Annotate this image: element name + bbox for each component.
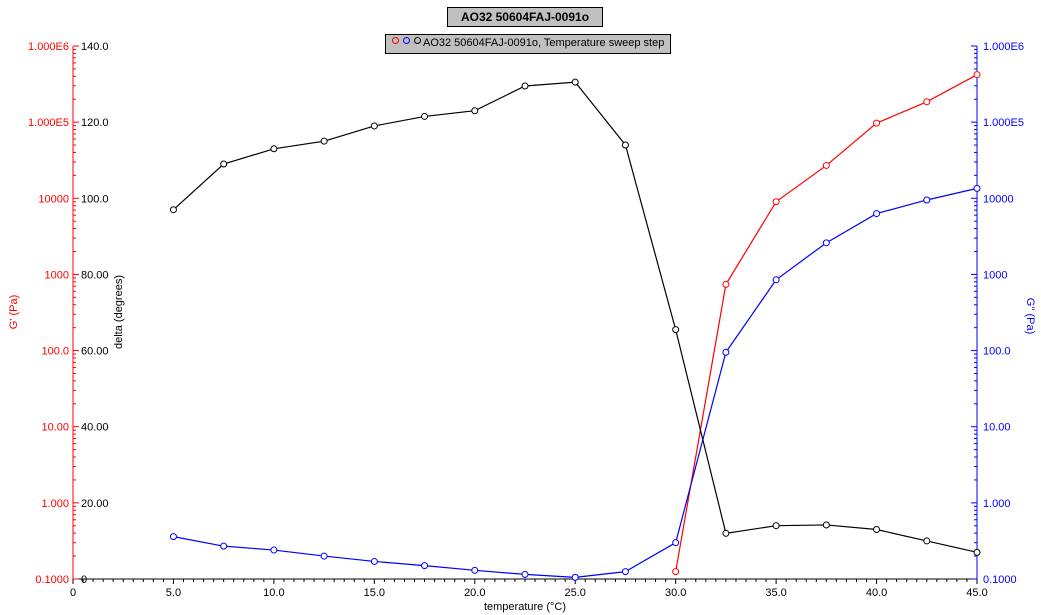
g-prime-tick-label: 10.00 bbox=[41, 422, 69, 434]
delta-point bbox=[320, 137, 328, 145]
g-double-prime-tick-label: 0.1000 bbox=[983, 574, 1017, 586]
g-double-prime-point bbox=[521, 570, 529, 578]
delta-point bbox=[270, 145, 278, 153]
g-double-prime-axis-label: G'' (Pa) bbox=[1024, 298, 1036, 335]
delta-tick-label: 40.00 bbox=[81, 422, 109, 434]
g-double-prime-point bbox=[169, 533, 177, 541]
delta-point bbox=[220, 160, 228, 168]
g-double-prime-tick-label: 1.000E5 bbox=[983, 117, 1024, 129]
g-prime-point bbox=[822, 161, 830, 169]
legend-delta-marker bbox=[414, 37, 421, 44]
x-tick-label: 40.0 bbox=[866, 587, 887, 599]
delta-point bbox=[672, 326, 680, 334]
g-double-prime-tick-label: 100.0 bbox=[983, 346, 1011, 358]
delta-axis: 0 20.00 40.00 60.00 80.00 100.0 120.0 140.0 bbox=[81, 41, 109, 586]
delta-point bbox=[923, 537, 931, 545]
g-double-prime-point bbox=[370, 557, 378, 565]
g-prime-tick-label: 0.1000 bbox=[35, 574, 69, 586]
x-axis: 0 5.0 10.0 15.0 20.0 25.0 30.0 35.0 40.0 45.0 bbox=[70, 579, 988, 599]
g-prime-tick-label: 1.000 bbox=[41, 498, 69, 510]
g-prime-point bbox=[973, 71, 981, 79]
g-double-prime-point bbox=[220, 542, 228, 550]
delta-point bbox=[772, 522, 780, 530]
g-double-prime-point bbox=[923, 196, 931, 204]
delta-point bbox=[421, 112, 429, 120]
series-layer bbox=[169, 71, 981, 581]
x-tick-label: 45.0 bbox=[966, 587, 987, 599]
delta-point bbox=[873, 526, 881, 534]
g-double-prime-point bbox=[571, 573, 579, 581]
delta-point bbox=[521, 82, 529, 90]
g-prime-axis-label: G' (Pa) bbox=[8, 295, 20, 330]
delta-point bbox=[370, 122, 378, 130]
g-prime-point bbox=[672, 568, 680, 576]
g-double-prime-point bbox=[320, 552, 328, 560]
g-prime-line bbox=[675, 74, 978, 572]
chart-title: AO32 50604FAJ-0091o bbox=[447, 7, 603, 27]
x-tick-label: 0 bbox=[70, 587, 76, 599]
g-double-prime-tick-label: 10.00 bbox=[983, 422, 1011, 434]
x-axis-label: temperature (°C) bbox=[484, 601, 566, 613]
legend-label: AO32 50604FAJ-0091o, Temperature sweep s… bbox=[423, 37, 665, 49]
g-prime-tick-label: 10000 bbox=[38, 193, 69, 205]
delta-tick-label: 140.0 bbox=[81, 41, 109, 53]
delta-point bbox=[621, 141, 629, 149]
x-tick-label: 25.0 bbox=[565, 587, 586, 599]
x-tick-label: 5.0 bbox=[166, 587, 181, 599]
g-double-prime-point bbox=[270, 546, 278, 554]
delta-tick-label: 0 bbox=[81, 574, 87, 586]
g-double-prime-axis: 0.1000 1.000 10.00 100.0 1000 10000 1.000E5 1.0… bbox=[971, 41, 1024, 586]
g-double-prime-point bbox=[973, 184, 981, 192]
g-prime-tick-label: 1000 bbox=[45, 269, 69, 281]
x-tick-label: 30.0 bbox=[665, 587, 686, 599]
g-prime-tick-label: 1.000E6 bbox=[28, 41, 69, 53]
delta-point bbox=[973, 548, 981, 556]
g-prime-point bbox=[772, 198, 780, 206]
g-double-prime-tick-label: 1.000E6 bbox=[983, 41, 1024, 53]
g-prime-tick-label: 100.0 bbox=[41, 346, 69, 358]
legend-g-double-prime-marker bbox=[403, 37, 410, 44]
g-prime-axis: 0.1000 1.000 10.00 100.0 1000 10000 1.000E5 1.0… bbox=[28, 41, 79, 586]
g-double-prime-point bbox=[672, 539, 680, 547]
g-prime-point bbox=[722, 280, 730, 288]
g-double-prime-point bbox=[421, 562, 429, 570]
delta-point bbox=[571, 78, 579, 86]
g-double-prime-point bbox=[822, 239, 830, 247]
delta-point bbox=[471, 107, 479, 115]
delta-axis-label: delta (degrees) bbox=[113, 275, 125, 349]
x-tick-label: 10.0 bbox=[263, 587, 284, 599]
delta-line bbox=[173, 81, 978, 553]
delta-tick-label: 120.0 bbox=[81, 117, 109, 129]
legend bbox=[385, 34, 671, 54]
delta-tick-label: 80.00 bbox=[81, 269, 109, 281]
g-double-prime-point bbox=[621, 568, 629, 576]
g-prime-tick-label: 1.000E5 bbox=[28, 117, 69, 129]
plot-frame bbox=[72, 46, 978, 580]
x-tick-label: 15.0 bbox=[364, 587, 385, 599]
delta-point bbox=[169, 206, 177, 214]
g-double-prime-line bbox=[173, 187, 978, 578]
g-double-prime-tick-label: 1.000 bbox=[983, 498, 1011, 510]
g-double-prime-point bbox=[471, 566, 479, 574]
delta-tick-label: 100.0 bbox=[81, 193, 109, 205]
g-double-prime-point bbox=[873, 210, 881, 218]
delta-tick-label: 20.00 bbox=[81, 498, 109, 510]
delta-point bbox=[822, 521, 830, 529]
g-double-prime-point bbox=[722, 348, 730, 356]
delta-point bbox=[722, 529, 730, 537]
x-tick-label: 35.0 bbox=[765, 587, 786, 599]
g-double-prime-tick-label: 10000 bbox=[983, 193, 1014, 205]
delta-tick-label: 60.00 bbox=[81, 346, 109, 358]
g-double-prime-tick-label: 1000 bbox=[983, 269, 1007, 281]
g-double-prime-point bbox=[772, 276, 780, 284]
x-tick-label: 20.0 bbox=[464, 587, 485, 599]
legend-g-prime-marker bbox=[392, 37, 399, 44]
g-prime-point bbox=[923, 98, 931, 106]
g-prime-point bbox=[873, 119, 881, 127]
